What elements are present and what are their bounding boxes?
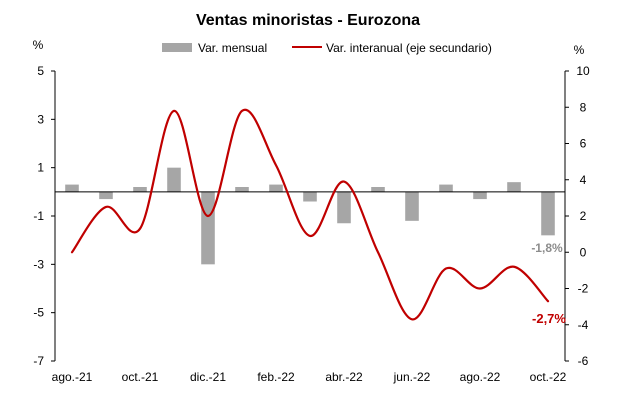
bar-sep.-22 bbox=[507, 182, 521, 192]
right-axis-tick-label: -2 bbox=[578, 282, 589, 296]
x-axis-label: jun.-22 bbox=[393, 370, 431, 384]
right-axis-tick-label: 6 bbox=[580, 137, 587, 151]
line-series bbox=[70, 108, 550, 321]
bar-sep.-21 bbox=[99, 191, 113, 200]
annotation-bar-last: -1,8% bbox=[531, 241, 563, 255]
right-axis-tick-label: -4 bbox=[578, 318, 589, 332]
chart-title: Ventas minoristas - Eurozona bbox=[196, 12, 420, 29]
bar-oct.-22 bbox=[541, 191, 555, 236]
legend: Var. mensual Var. interanual (eje secund… bbox=[162, 41, 492, 55]
right-axis-tick-label: 4 bbox=[580, 173, 587, 187]
right-axis: 10 8 6 4 2 0 -2 -4 -6 bbox=[564, 64, 590, 368]
annotation-line-last: -2,7% bbox=[532, 311, 566, 326]
legend-bar-swatch bbox=[162, 43, 192, 52]
x-axis-label: abr.-22 bbox=[325, 370, 363, 384]
bar-mar.-22 bbox=[303, 191, 317, 202]
right-axis-tick-label: 0 bbox=[580, 245, 587, 259]
bar-oct.-21 bbox=[133, 187, 147, 192]
right-axis-tick-label: 8 bbox=[580, 100, 587, 114]
x-axis-label: oct.-22 bbox=[530, 370, 567, 384]
right-axis-unit: % bbox=[574, 43, 585, 57]
bar-abr.-22 bbox=[337, 191, 351, 224]
left-axis-tick-label: 1 bbox=[37, 161, 44, 175]
bar-jun.-22 bbox=[405, 191, 419, 221]
x-axis-label: dic.-21 bbox=[190, 370, 226, 384]
x-axis-labels: ago.-21 oct.-21 dic.-21 feb.-22 abr.-22 jun.-… bbox=[52, 370, 567, 384]
right-axis-tick-label: -6 bbox=[578, 354, 589, 368]
bar-dic.-21 bbox=[201, 191, 215, 265]
x-axis-label: oct.-21 bbox=[122, 370, 159, 384]
x-axis-label: feb.-22 bbox=[257, 370, 295, 384]
left-axis-tick-label: -7 bbox=[33, 354, 44, 368]
bar-ago.-22 bbox=[473, 191, 487, 200]
bar-nov.-21 bbox=[167, 167, 181, 192]
left-axis-unit: % bbox=[33, 38, 44, 52]
right-axis-tick-label: 10 bbox=[576, 64, 590, 78]
left-axis-tick-label: -5 bbox=[33, 306, 44, 320]
bars-series bbox=[65, 167, 555, 265]
bar-feb.-22 bbox=[269, 184, 283, 192]
x-axis-label: ago.-21 bbox=[52, 370, 93, 384]
x-axis-label: ago.-22 bbox=[460, 370, 501, 384]
left-axis-tick-label: 5 bbox=[37, 64, 44, 78]
legend-line-label: Var. interanual (eje secundario) bbox=[326, 41, 492, 55]
bar-ene.-22 bbox=[235, 187, 249, 192]
bar-may.-22 bbox=[371, 187, 385, 192]
left-axis: 5 3 1 -1 -3 -5 -7 bbox=[33, 64, 56, 368]
left-axis-tick-label: -1 bbox=[33, 209, 44, 223]
left-axis-tick-label: 3 bbox=[37, 112, 44, 126]
legend-bar-label: Var. mensual bbox=[198, 41, 267, 55]
bar-ago.-21 bbox=[65, 184, 79, 192]
bar-jul.-22 bbox=[439, 184, 453, 192]
right-axis-tick-label: 2 bbox=[580, 209, 587, 223]
left-axis-tick-label: -3 bbox=[33, 257, 44, 271]
